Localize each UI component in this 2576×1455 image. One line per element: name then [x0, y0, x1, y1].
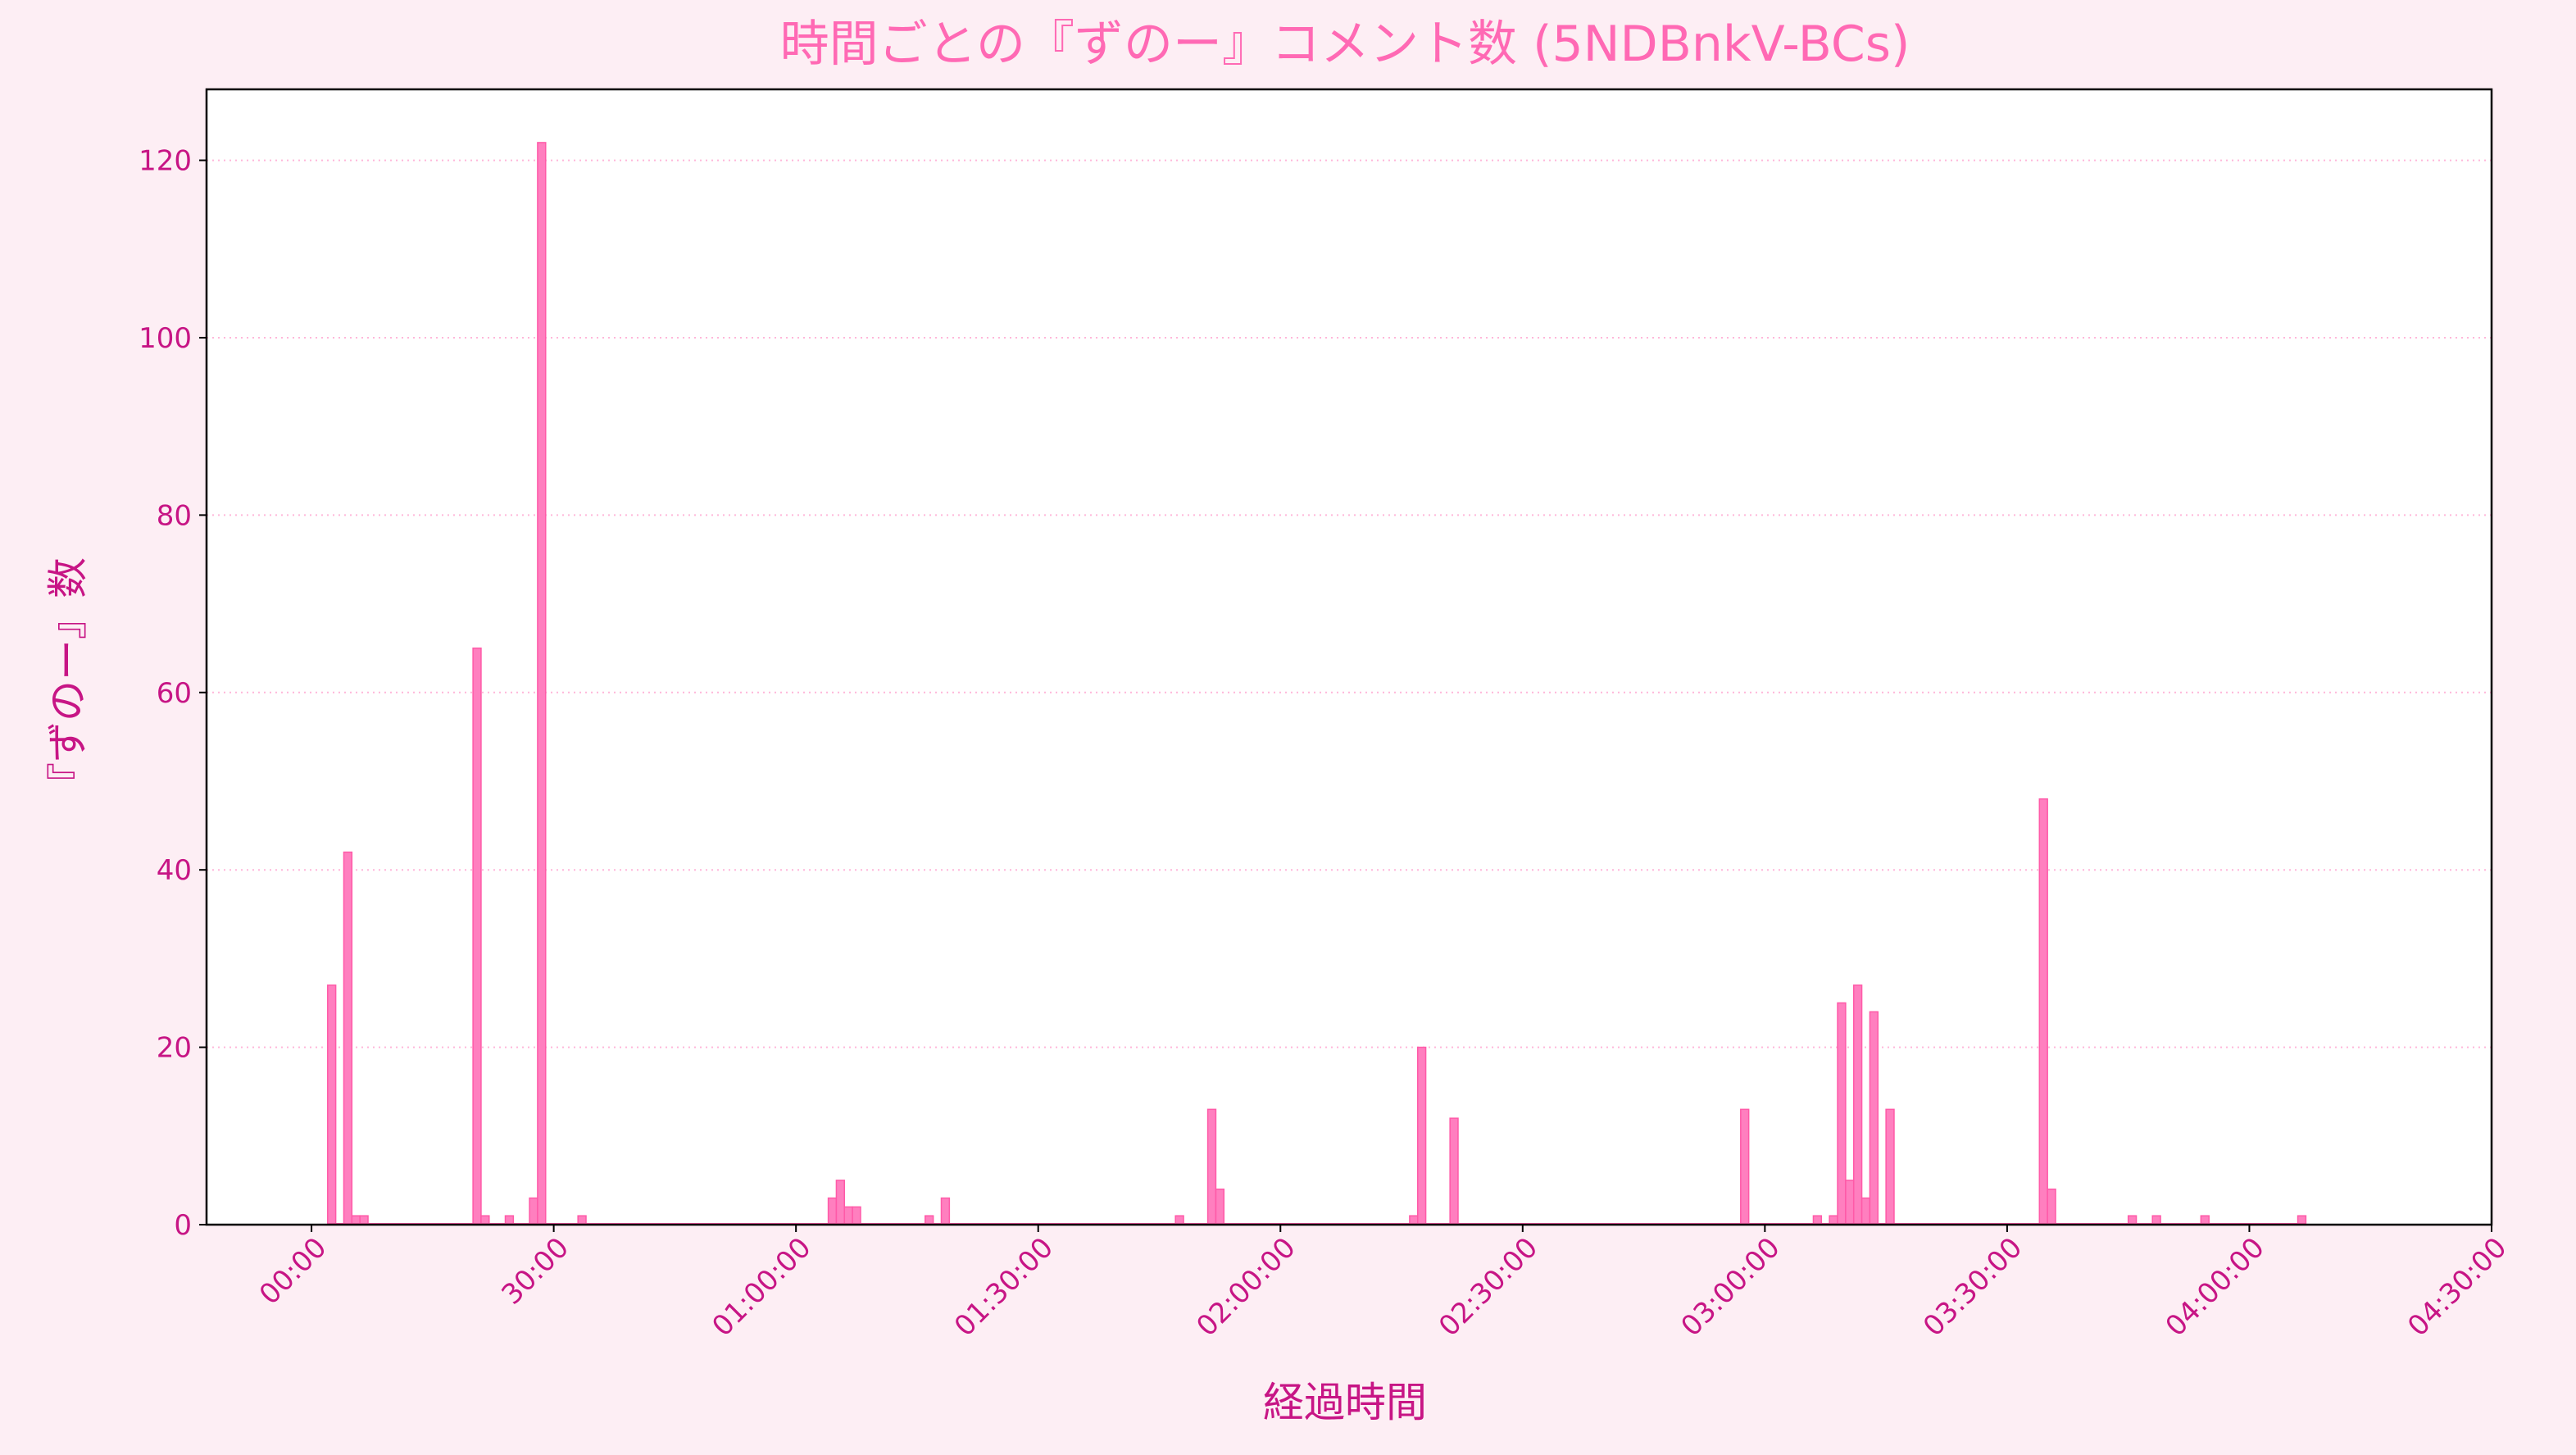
- y-tick-label: 60: [157, 677, 192, 710]
- bar: [1206, 1108, 1217, 1225]
- bars: [327, 142, 2307, 1225]
- y-tick-label: 80: [157, 499, 192, 532]
- plot-frame: [205, 88, 2493, 1226]
- bar: [835, 1180, 846, 1225]
- y-axis-label: 『ずのー』数: [44, 557, 92, 803]
- bar: [1845, 1180, 1855, 1225]
- bar: [940, 1197, 951, 1225]
- y-tick-label: 40: [157, 854, 192, 887]
- plot-area: [207, 89, 2492, 1225]
- bar: [537, 142, 547, 1225]
- bar: [1852, 984, 1863, 1225]
- bar: [1837, 1002, 1847, 1225]
- y-tick-label: 120: [139, 145, 192, 178]
- bar: [827, 1197, 838, 1225]
- gridlines: [207, 159, 2492, 1048]
- y-axis: 0 20 40 60 80 100 120: [139, 145, 207, 1242]
- bar: [1449, 1117, 1459, 1225]
- bar: [2038, 798, 2048, 1225]
- bar: [472, 647, 482, 1225]
- bar: [852, 1206, 861, 1225]
- bar: [1869, 1011, 1879, 1225]
- y-tick-label: 0: [174, 1209, 192, 1242]
- bar: [843, 1206, 853, 1225]
- bar: [1885, 1108, 1895, 1225]
- bar: [327, 984, 337, 1225]
- y-tick-label: 20: [157, 1032, 192, 1065]
- x-axis-label: 経過時間: [1263, 1379, 1427, 1426]
- y-tick-label: 100: [139, 322, 192, 355]
- bar: [1860, 1197, 1871, 1225]
- bar: [529, 1197, 538, 1225]
- bar: [1416, 1046, 1427, 1225]
- bar: [1740, 1108, 1750, 1225]
- bar: [343, 851, 353, 1225]
- bar: [1215, 1188, 1225, 1225]
- bar: [2047, 1188, 2056, 1225]
- chart-title: 時間ごとの『ずのー』コメント数 (5NDBnkV-BCs): [780, 16, 1910, 73]
